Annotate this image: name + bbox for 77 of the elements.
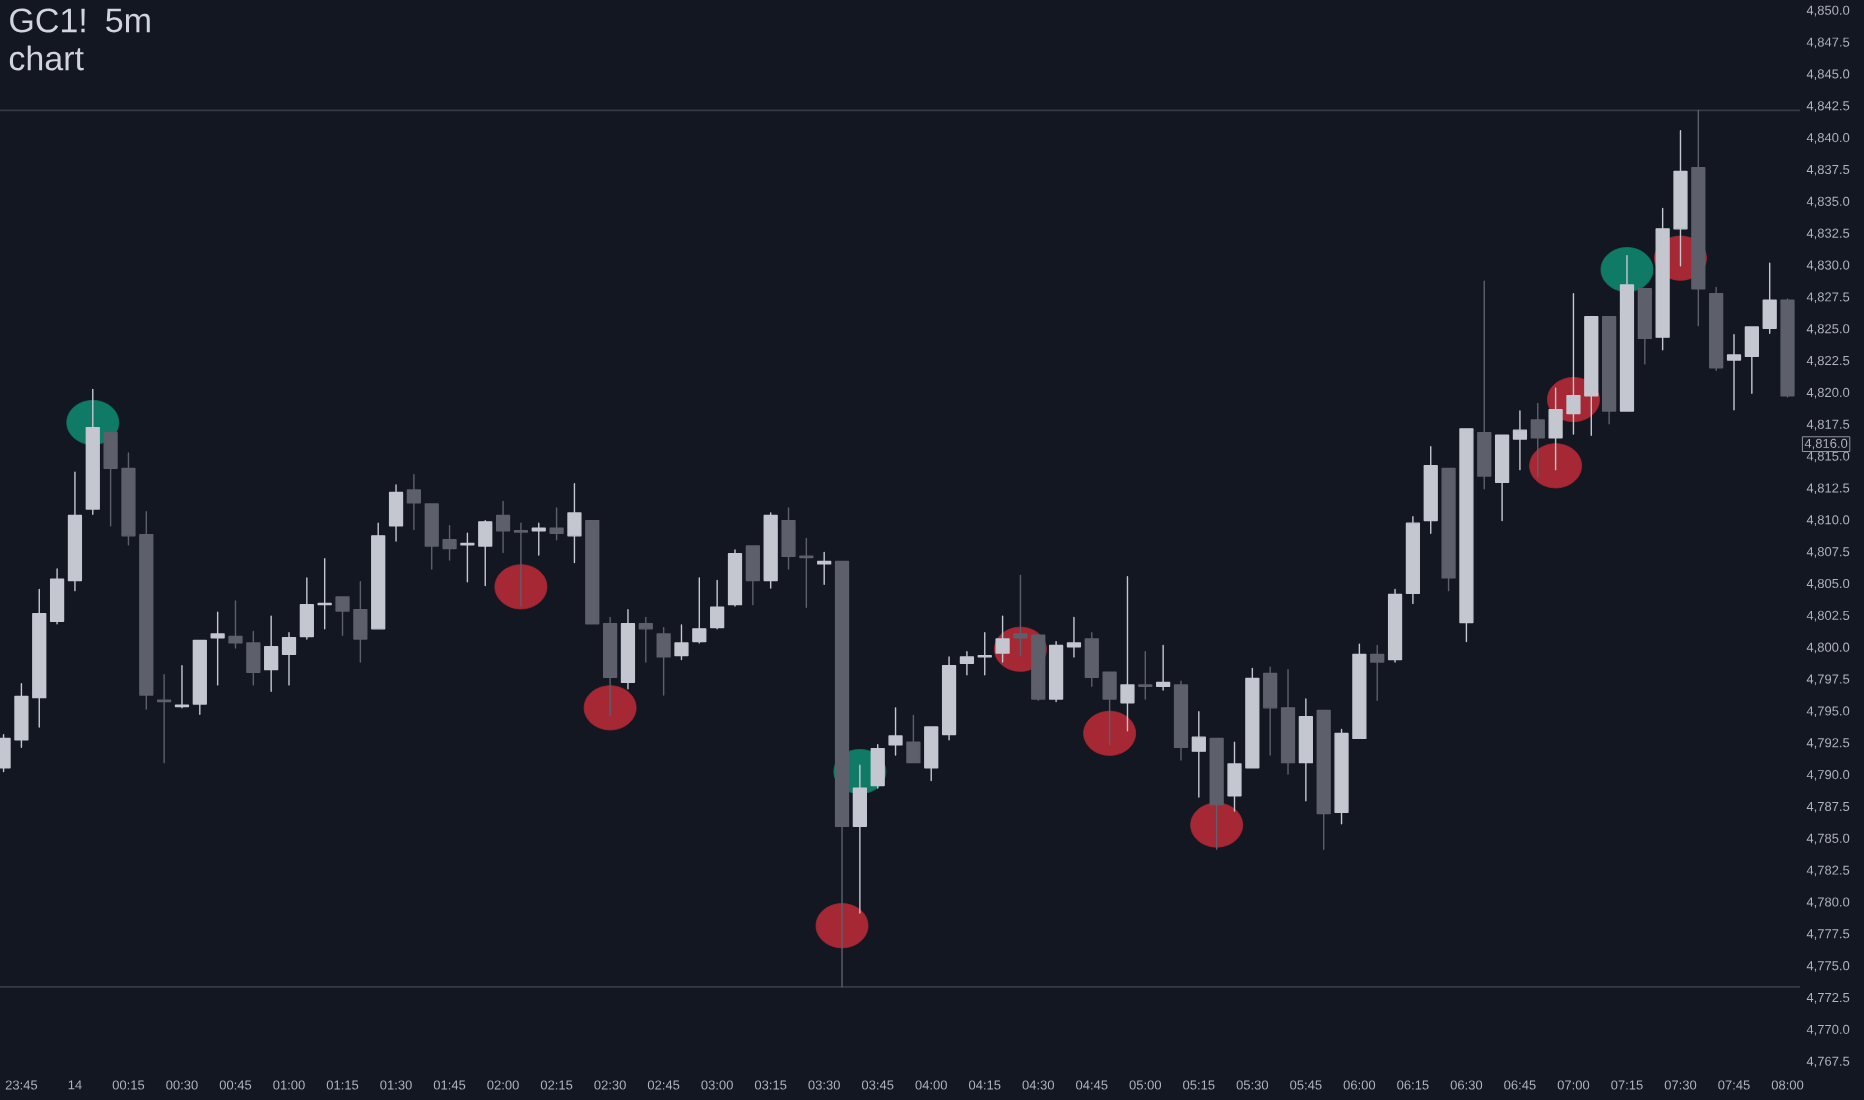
point bbox=[583, 685, 637, 731]
candlestick bbox=[1512, 410, 1528, 471]
candlestick bbox=[1066, 616, 1082, 658]
candlestick bbox=[371, 522, 386, 630]
candlestick bbox=[1173, 680, 1189, 761]
candlestick bbox=[549, 507, 564, 541]
candlestick bbox=[727, 549, 743, 607]
point bbox=[494, 564, 548, 610]
candlestick bbox=[1709, 286, 1724, 371]
candlestick bbox=[870, 744, 885, 789]
candlestick bbox=[763, 512, 778, 589]
candlestick bbox=[1477, 280, 1492, 490]
candlestick bbox=[281, 631, 297, 686]
candlestick bbox=[1619, 254, 1635, 412]
candlestick bbox=[710, 579, 725, 630]
candlestick bbox=[1584, 316, 1599, 436]
candlestick bbox=[656, 626, 671, 696]
candlestick bbox=[585, 519, 600, 625]
candlestick bbox=[745, 545, 760, 606]
candlestick bbox=[495, 500, 511, 554]
candlestick bbox=[1084, 631, 1099, 687]
candlestick bbox=[1405, 516, 1421, 605]
candlestick bbox=[888, 707, 903, 756]
candlestick bbox=[674, 624, 689, 661]
candlestick bbox=[1102, 671, 1117, 746]
candlestick bbox=[638, 616, 653, 663]
candlestick bbox=[388, 484, 404, 542]
candlestick bbox=[1316, 709, 1331, 850]
candlestick bbox=[602, 616, 618, 717]
candlestick bbox=[620, 609, 636, 690]
point bbox=[1529, 443, 1583, 489]
candlestick bbox=[1156, 644, 1171, 691]
candlestick bbox=[192, 639, 207, 715]
candlestick bbox=[852, 764, 867, 914]
candlestick bbox=[1726, 333, 1742, 411]
candlestick bbox=[1780, 298, 1795, 398]
candlestick bbox=[1762, 262, 1777, 335]
candlestick bbox=[995, 615, 1010, 663]
candlestick bbox=[1280, 668, 1296, 775]
candlestick bbox=[1298, 698, 1313, 802]
candlestick bbox=[1602, 316, 1617, 425]
candlestick bbox=[1441, 467, 1456, 592]
candlestick bbox=[692, 577, 707, 644]
candlestick bbox=[567, 482, 582, 564]
candlestick bbox=[1263, 666, 1278, 756]
point bbox=[815, 903, 869, 949]
candlestick bbox=[906, 714, 921, 764]
candlestick bbox=[924, 726, 939, 782]
candlestick bbox=[1191, 710, 1206, 798]
candlestick bbox=[67, 471, 83, 592]
candlestick bbox=[817, 551, 832, 585]
candlestick bbox=[513, 522, 529, 607]
chart-title: GC1! 5m chart bbox=[9, 8, 150, 71]
candlestick bbox=[941, 656, 957, 741]
point bbox=[1083, 710, 1137, 756]
candlestick bbox=[834, 560, 850, 988]
candlestick bbox=[1691, 109, 1706, 327]
candlestick bbox=[49, 568, 65, 625]
candlestick bbox=[1209, 737, 1224, 850]
candlestick bbox=[1459, 428, 1474, 643]
candlestick bbox=[1120, 575, 1135, 732]
candlestick bbox=[1048, 640, 1064, 703]
candlestick bbox=[1423, 446, 1438, 535]
point bbox=[1190, 802, 1244, 848]
candlestick bbox=[264, 615, 279, 692]
candlestick bbox=[1370, 644, 1385, 701]
candlestick bbox=[1494, 434, 1510, 522]
candlestick bbox=[85, 388, 100, 515]
candlestick bbox=[406, 474, 422, 531]
candlestick bbox=[157, 674, 172, 764]
candlestick bbox=[299, 577, 314, 640]
candlestick bbox=[1530, 402, 1545, 478]
candlestick bbox=[174, 665, 190, 709]
candlestick bbox=[1387, 588, 1403, 663]
candlestick bbox=[1637, 288, 1652, 365]
candlestick bbox=[959, 651, 975, 676]
candlestick bbox=[1744, 326, 1759, 394]
